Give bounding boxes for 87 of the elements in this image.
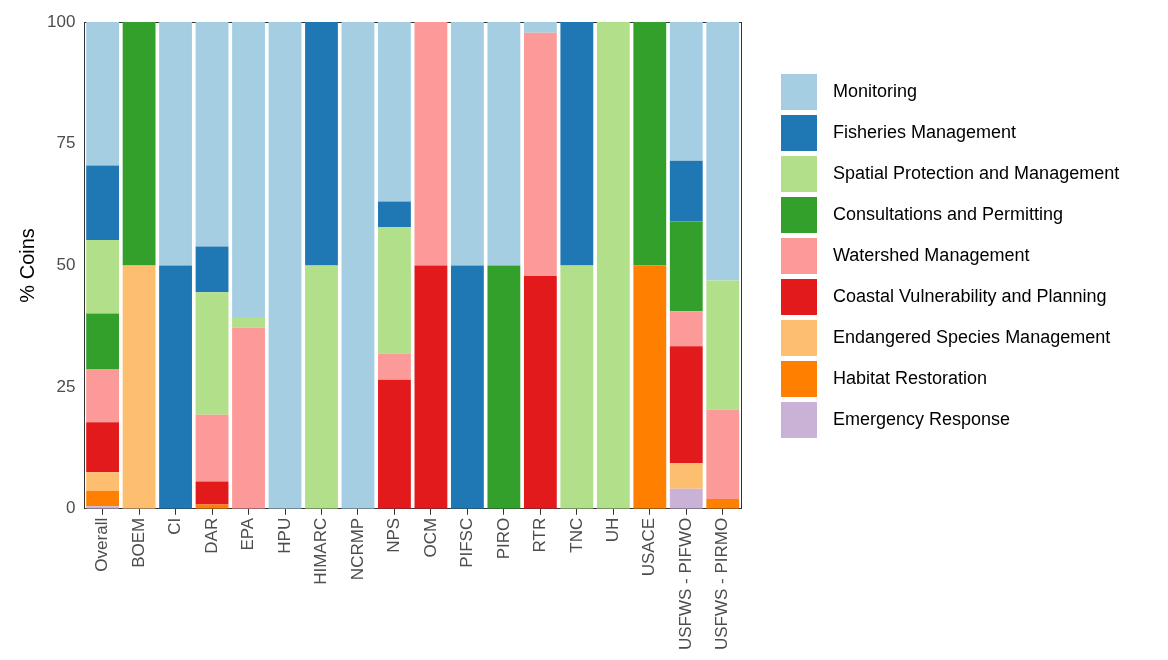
legend-label: Watershed Management <box>833 245 1030 266</box>
bar <box>487 22 521 266</box>
bar <box>487 265 521 509</box>
bar <box>195 246 229 293</box>
x-tick-label: USFWS - PIFWO <box>675 517 695 650</box>
bar <box>268 22 302 509</box>
x-tick-label: UH <box>603 517 623 543</box>
legend-label: Monitoring <box>833 81 918 102</box>
bar <box>669 488 703 509</box>
x-tick-label: BOEM <box>128 517 148 568</box>
x-tick-label: DAR <box>201 517 221 554</box>
bar <box>232 327 265 509</box>
legend-label: Habitat Restoration <box>833 368 988 389</box>
bar <box>195 292 229 415</box>
bar <box>195 481 229 505</box>
x-tick-label: PIRO <box>493 517 513 560</box>
bar <box>86 422 120 473</box>
y-tick-label: 50 <box>56 255 76 275</box>
bar <box>633 265 667 509</box>
bar <box>159 265 192 509</box>
bar <box>706 499 740 509</box>
bar <box>122 22 156 266</box>
x-tick-label: USACE <box>639 517 659 577</box>
bar <box>596 22 630 509</box>
bar <box>378 379 411 509</box>
bar <box>706 409 740 500</box>
bar <box>669 22 703 161</box>
x-tick-label: NPS <box>384 517 404 553</box>
y-tick-label: 75 <box>56 133 76 153</box>
y-tick-label: 25 <box>56 376 76 396</box>
bar <box>523 276 557 509</box>
bar <box>706 22 740 281</box>
bar <box>669 311 703 347</box>
bar <box>378 22 411 202</box>
bar <box>414 265 448 509</box>
x-tick-label: OCM <box>420 517 440 558</box>
bar <box>159 22 192 266</box>
x-tick-label: EPA <box>238 517 258 551</box>
bar <box>86 22 120 166</box>
bar <box>633 22 667 266</box>
bar <box>232 22 265 317</box>
bar <box>86 313 120 370</box>
legend-label: Fisheries Management <box>833 122 1017 143</box>
bar <box>378 201 411 227</box>
bar <box>341 22 375 509</box>
y-tick-label: 100 <box>46 11 76 31</box>
bar <box>669 463 703 489</box>
bar <box>195 414 229 482</box>
y-tick-label: 0 <box>65 498 76 518</box>
bar <box>86 472 120 491</box>
bar <box>669 346 703 464</box>
bar <box>560 265 594 509</box>
bar <box>232 316 265 328</box>
bar <box>86 165 120 241</box>
bar <box>378 226 411 354</box>
bar <box>450 265 484 509</box>
x-tick-label: RTR <box>530 517 550 553</box>
bar <box>669 221 703 312</box>
x-tick-label: USFWS - PIRMO <box>712 517 732 650</box>
x-tick-label: NCRMP <box>347 517 367 581</box>
bar <box>195 22 229 247</box>
bar <box>86 490 120 507</box>
bar <box>560 22 594 266</box>
legend-label: Spatial Protection and Management <box>833 163 1120 184</box>
bar <box>414 22 448 266</box>
x-tick-label: TNC <box>566 517 586 553</box>
bar <box>669 160 703 222</box>
bar <box>523 22 557 33</box>
x-tick-label: HPU <box>274 517 294 554</box>
bar <box>86 240 120 314</box>
bar <box>305 22 338 266</box>
legend-label: Emergency Response <box>833 409 1011 430</box>
y-axis-title: % Coins <box>15 228 38 303</box>
legend-label: Coastal Vulnerability and Planning <box>833 286 1107 307</box>
x-tick-label: PIFSC <box>457 517 477 568</box>
bar <box>305 265 338 509</box>
legend-label: Consultations and Permitting <box>833 204 1064 225</box>
bar <box>122 265 156 509</box>
bar <box>706 280 740 410</box>
bar <box>378 353 411 380</box>
bar <box>523 32 557 277</box>
x-tick-label: CI <box>165 517 185 535</box>
bar <box>86 369 120 423</box>
x-tick-label: HIMARC <box>311 517 331 585</box>
legend-label: Endangered Species Management <box>833 327 1111 348</box>
bar <box>450 22 484 266</box>
x-tick-label: Overall <box>92 517 112 572</box>
